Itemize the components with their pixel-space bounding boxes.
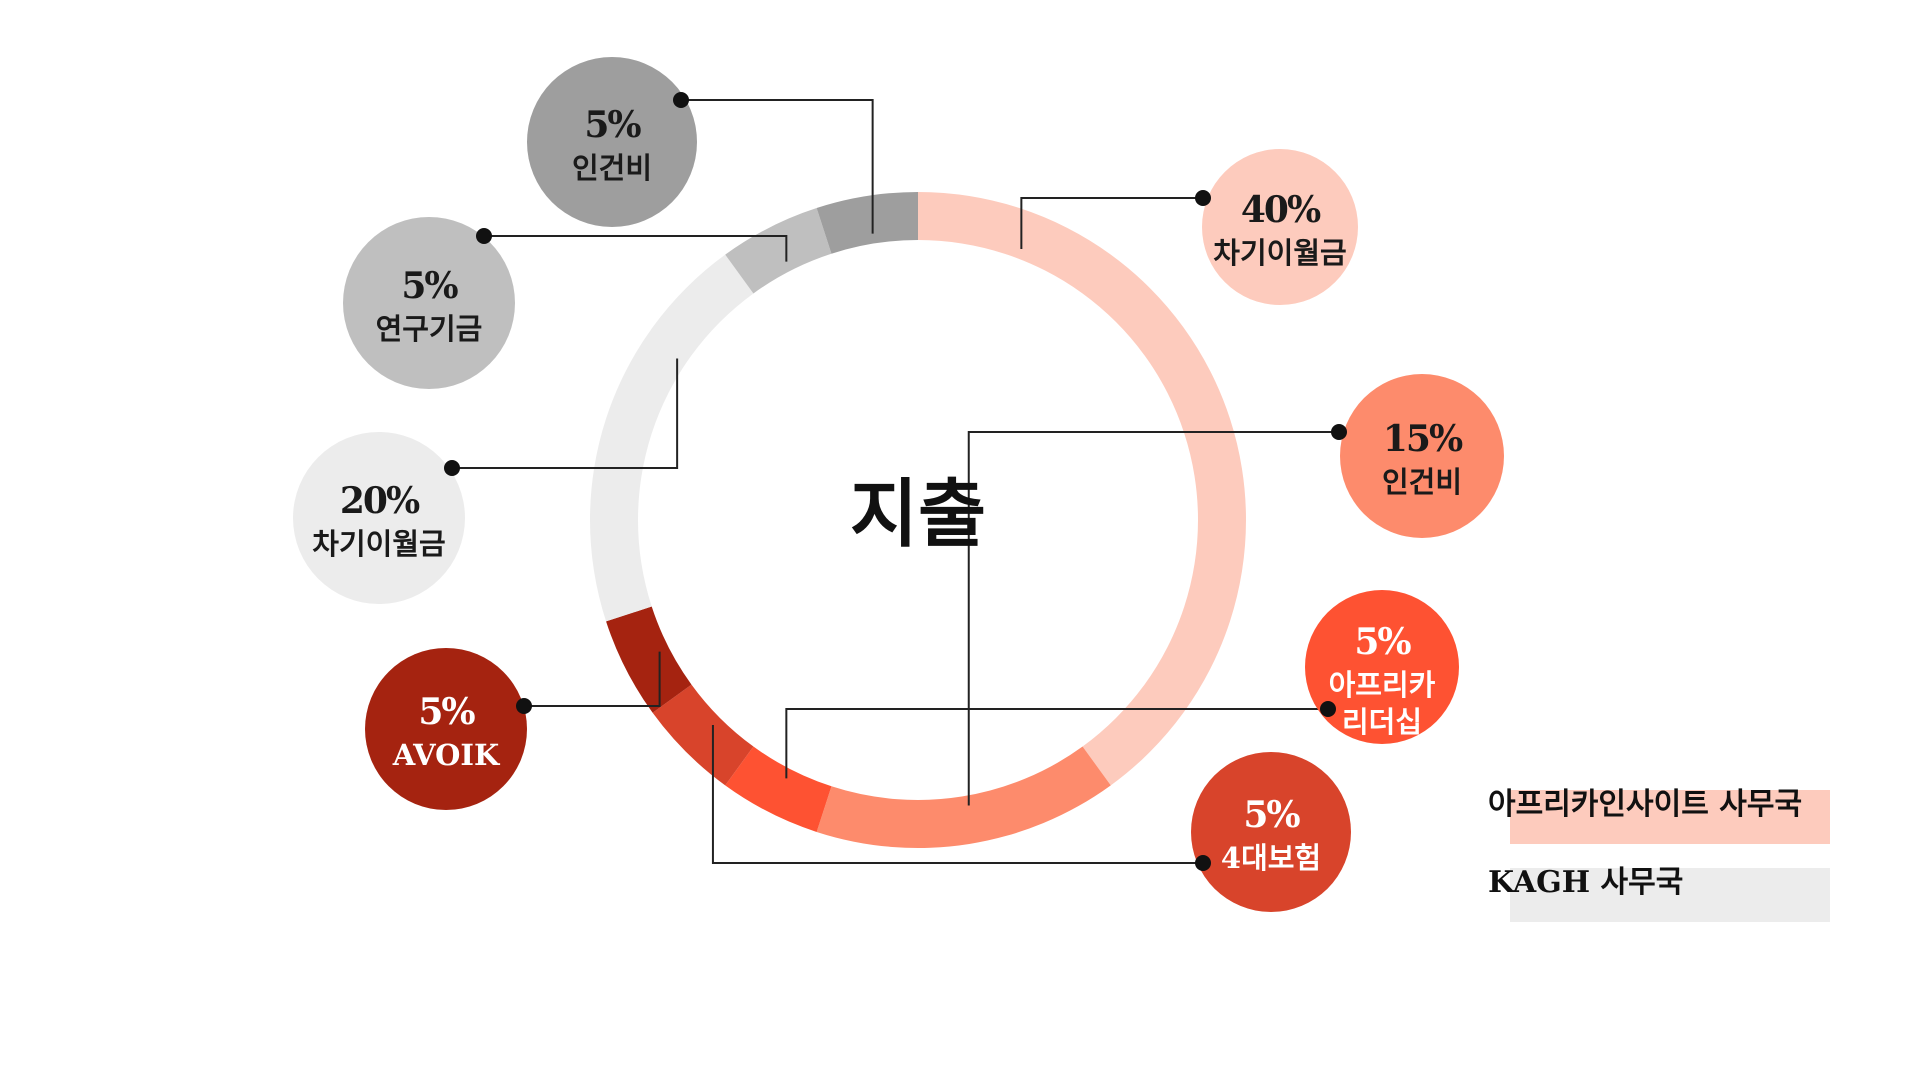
- donut-slice-s6: [590, 254, 754, 622]
- donut-slice-s3: [725, 746, 832, 832]
- connector-line-s3: [785, 708, 1328, 779]
- connector-dot-s5: [516, 698, 532, 714]
- bubble-percentage: 5%: [418, 691, 475, 733]
- bubble-category-label: 차기이월금: [312, 527, 445, 561]
- connector-line-s6: [452, 358, 679, 469]
- connector-dot-s6: [444, 460, 460, 476]
- legend-swatch: [1510, 790, 1830, 844]
- connector-line-s5: [524, 651, 661, 707]
- bubble-percentage: 5%: [1354, 621, 1411, 663]
- bubble-percentage: 15%: [1383, 418, 1463, 460]
- center-label: 지출: [850, 472, 986, 558]
- bubble-category-label: 연구기금: [376, 312, 483, 346]
- connector-line-s4: [711, 725, 1203, 864]
- connector-dot-s8: [673, 92, 689, 108]
- label-bubble-s8: [527, 57, 697, 227]
- bubble-percentage: 5%: [401, 265, 458, 307]
- connector-dot-s7: [476, 228, 492, 244]
- label-bubble-s7: [343, 217, 515, 389]
- donut-slice-s7: [725, 208, 832, 294]
- bubble-category-label: 아프리카: [1329, 668, 1436, 702]
- donut-slice-s2: [816, 746, 1111, 848]
- donut-slice-s5: [606, 606, 692, 713]
- legend-label: 아프리카인사이트 사무국: [1488, 787, 1802, 822]
- label-bubble-s3: [1305, 590, 1459, 744]
- bubble-category-label: AVOIK: [392, 738, 501, 772]
- bubble-percentage: 40%: [1241, 189, 1321, 231]
- donut-slice-s1: [918, 192, 1246, 786]
- bubble-category-label: 리더십: [1342, 705, 1422, 739]
- connector-dot-s3: [1320, 701, 1336, 717]
- connector-line-s8: [681, 99, 874, 234]
- connector-line-s2: [967, 431, 1339, 806]
- label-bubble-s5: [365, 648, 527, 810]
- connector-line-s1: [1020, 197, 1203, 250]
- connector-line-s7: [484, 235, 788, 262]
- label-bubble-s6: [293, 432, 465, 604]
- connector-dot-s4: [1195, 855, 1211, 871]
- donut-slice-s8: [816, 192, 918, 254]
- legend-label: KAGH 사무국: [1488, 865, 1683, 900]
- bubble-percentage: 5%: [1243, 794, 1300, 836]
- bubble-percentage: 20%: [340, 480, 420, 522]
- donut-slice-s4: [652, 684, 754, 786]
- bubble-percentage: 5%: [584, 104, 641, 146]
- label-bubble-s2: [1340, 374, 1504, 538]
- bubble-category-label: 차기이월금: [1213, 236, 1346, 270]
- label-bubble-s4: [1191, 752, 1351, 912]
- bubble-category-label: 인건비: [1382, 465, 1462, 499]
- connector-dot-s2: [1331, 424, 1347, 440]
- label-bubble-s1: [1202, 149, 1358, 305]
- bubble-category-label: 4대보험: [1221, 841, 1321, 875]
- legend-swatch: [1510, 868, 1830, 922]
- bubble-category-label: 인건비: [572, 151, 652, 185]
- connector-dot-s1: [1195, 190, 1211, 206]
